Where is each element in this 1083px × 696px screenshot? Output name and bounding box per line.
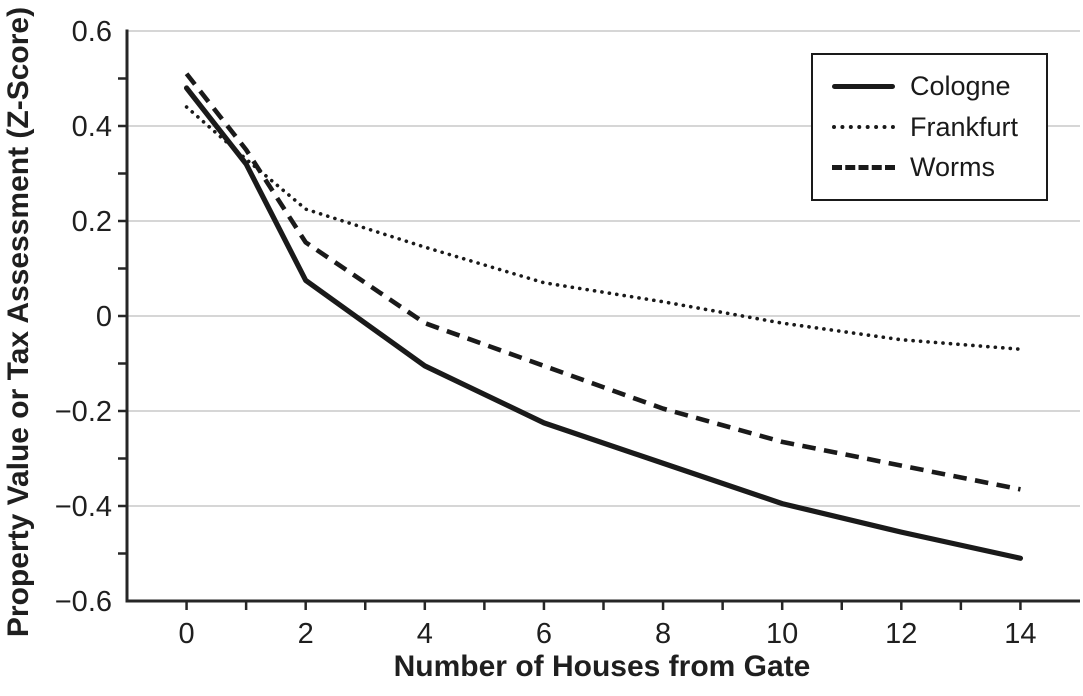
y-tick-label--0.6: −0.6 bbox=[55, 586, 112, 618]
x-tick-label-6: 6 bbox=[536, 618, 552, 650]
x-tick-label-0: 0 bbox=[178, 618, 194, 650]
frankfurt-line-sample-icon bbox=[832, 125, 895, 129]
series-line-worms bbox=[184, 72, 1021, 492]
y-tick-label--0.4: −0.4 bbox=[55, 491, 112, 523]
y-axis-title: Property Value or Tax Assessment (Z-Scor… bbox=[2, 6, 35, 638]
x-tick-label-10: 10 bbox=[766, 618, 798, 650]
series-line-frankfurt bbox=[184, 105, 1023, 352]
y-tick-label--0.2: −0.2 bbox=[55, 396, 112, 428]
y-tick-label-0.4: 0.4 bbox=[72, 111, 112, 143]
y-tick-label-0.6: 0.6 bbox=[72, 16, 112, 48]
x-tick-label-2: 2 bbox=[298, 618, 314, 650]
legend-entry-frankfurt: Frankfurt bbox=[832, 111, 1046, 142]
cologne-line-sample-icon bbox=[832, 83, 895, 89]
series-line-cologne bbox=[183, 85, 1024, 561]
legend-label-cologne: Cologne bbox=[910, 70, 1011, 101]
legend-label-worms: Worms bbox=[910, 152, 995, 183]
legend-entry-cologne: Cologne bbox=[832, 70, 1046, 101]
y-tick-label-0.2: 0.2 bbox=[72, 206, 112, 238]
x-tick-label-8: 8 bbox=[655, 618, 671, 650]
legend-entry-worms: Worms bbox=[832, 154, 1046, 181]
legend-label-frankfurt: Frankfurt bbox=[910, 111, 1019, 142]
x-tick-label-14: 14 bbox=[1004, 618, 1036, 650]
worms-line-sample-icon bbox=[832, 165, 895, 171]
legend: Cologne Frankfurt Worms bbox=[811, 53, 1048, 201]
y-tick-label-0: 0 bbox=[96, 301, 112, 333]
x-tick-label-4: 4 bbox=[417, 618, 433, 650]
x-tick-label-12: 12 bbox=[885, 618, 917, 650]
x-axis-title: Number of Houses from Gate bbox=[393, 650, 811, 683]
